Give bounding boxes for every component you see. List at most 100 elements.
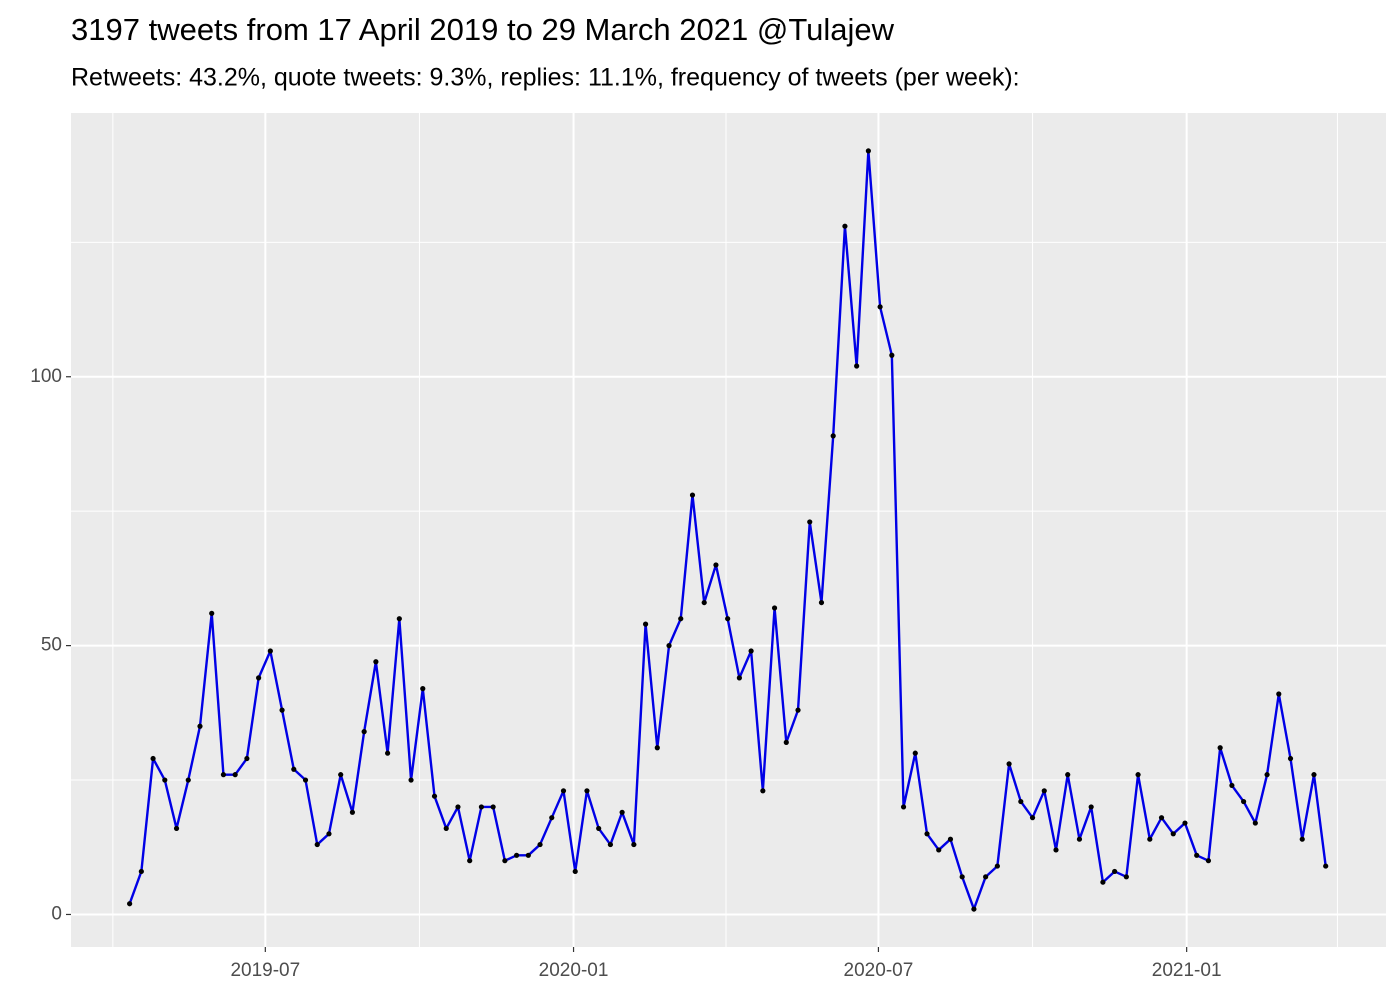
data-point [818, 599, 825, 606]
data-point [1112, 868, 1118, 875]
data-point [291, 766, 297, 772]
data-point [537, 841, 543, 848]
data-point [736, 675, 742, 681]
plot-panel [71, 113, 1386, 947]
data-point [420, 686, 426, 692]
data-point [1205, 858, 1212, 864]
data-point [502, 858, 508, 864]
data-point [854, 363, 860, 369]
data-point [900, 804, 907, 810]
y-tick-label: 50 [41, 635, 62, 656]
chart-subtitle: Retweets: 43.2%, quote tweets: 9.3%, rep… [71, 64, 1020, 92]
data-point [889, 352, 895, 358]
data-point [936, 847, 942, 853]
data-point [619, 809, 625, 815]
data-point [994, 863, 1000, 869]
data-point [127, 901, 133, 907]
data-point [162, 777, 168, 783]
data-point [1147, 836, 1153, 842]
x-tick-label: 2020-07 [844, 960, 914, 981]
data-point [361, 729, 367, 735]
data-point [396, 616, 402, 622]
data-point [549, 815, 555, 821]
data-point [1194, 852, 1200, 858]
data-point [725, 616, 731, 622]
x-tick-label: 2020-01 [539, 960, 609, 981]
data-point [760, 788, 766, 794]
data-point [830, 433, 836, 439]
data-point [1029, 815, 1036, 821]
data-point [1076, 836, 1083, 842]
data-point [443, 825, 449, 832]
data-point [1241, 798, 1247, 805]
data-point [666, 643, 672, 649]
data-point [572, 868, 578, 875]
data-point [642, 621, 649, 627]
data-point [525, 852, 531, 858]
x-tick-label: 2021-01 [1152, 960, 1222, 981]
y-tick-label: 100 [30, 366, 62, 387]
data-point [1065, 772, 1071, 778]
data-point [748, 648, 754, 654]
data-point [431, 793, 438, 799]
data-point [771, 605, 778, 611]
data-point [842, 223, 848, 229]
data-point [1323, 863, 1329, 869]
data-point [607, 841, 614, 848]
data-point [232, 772, 238, 778]
data-point [959, 874, 965, 880]
data-point [513, 852, 520, 858]
data-point [865, 148, 871, 154]
data-point [338, 772, 344, 778]
data-point [490, 804, 496, 810]
data-point [455, 804, 461, 810]
data-point [373, 659, 379, 665]
data-point [584, 788, 590, 794]
data-point [314, 841, 320, 848]
data-point [1135, 772, 1141, 778]
data-point [1006, 761, 1012, 767]
data-point [173, 825, 180, 832]
data-point [138, 868, 144, 875]
data-point [150, 755, 156, 762]
data-point [689, 492, 696, 498]
data-point [1018, 798, 1024, 805]
data-point [795, 707, 801, 713]
data-point [1252, 820, 1258, 826]
data-point [713, 562, 719, 568]
data-point [209, 610, 215, 616]
data-point [1229, 782, 1235, 789]
data-point [408, 777, 414, 783]
data-point [701, 599, 707, 606]
data-point [1158, 815, 1165, 821]
data-point [1276, 691, 1282, 697]
data-point [807, 519, 813, 525]
data-point [971, 906, 977, 912]
data-point [1100, 879, 1106, 885]
x-tick-label: 2019-07 [230, 960, 300, 981]
data-point [1217, 745, 1223, 751]
data-point [947, 836, 954, 842]
data-point [924, 831, 930, 837]
data-point [244, 755, 250, 762]
data-point [349, 809, 356, 815]
data-point [1182, 820, 1188, 826]
data-point [302, 777, 309, 783]
data-point [877, 304, 883, 310]
data-point [279, 707, 285, 713]
data-point [1088, 804, 1094, 810]
data-point [596, 825, 602, 832]
chart-title: 3197 tweets from 17 April 2019 to 29 Mar… [71, 12, 895, 47]
data-point [783, 739, 789, 745]
data-point [1123, 874, 1129, 880]
data-point [326, 831, 332, 837]
data-point [385, 750, 391, 756]
data-point [1287, 755, 1294, 762]
data-point [678, 616, 684, 622]
data-point [467, 858, 473, 864]
data-point [256, 675, 262, 681]
data-point [1311, 772, 1317, 778]
data-point [983, 874, 989, 880]
data-point [1041, 788, 1047, 794]
